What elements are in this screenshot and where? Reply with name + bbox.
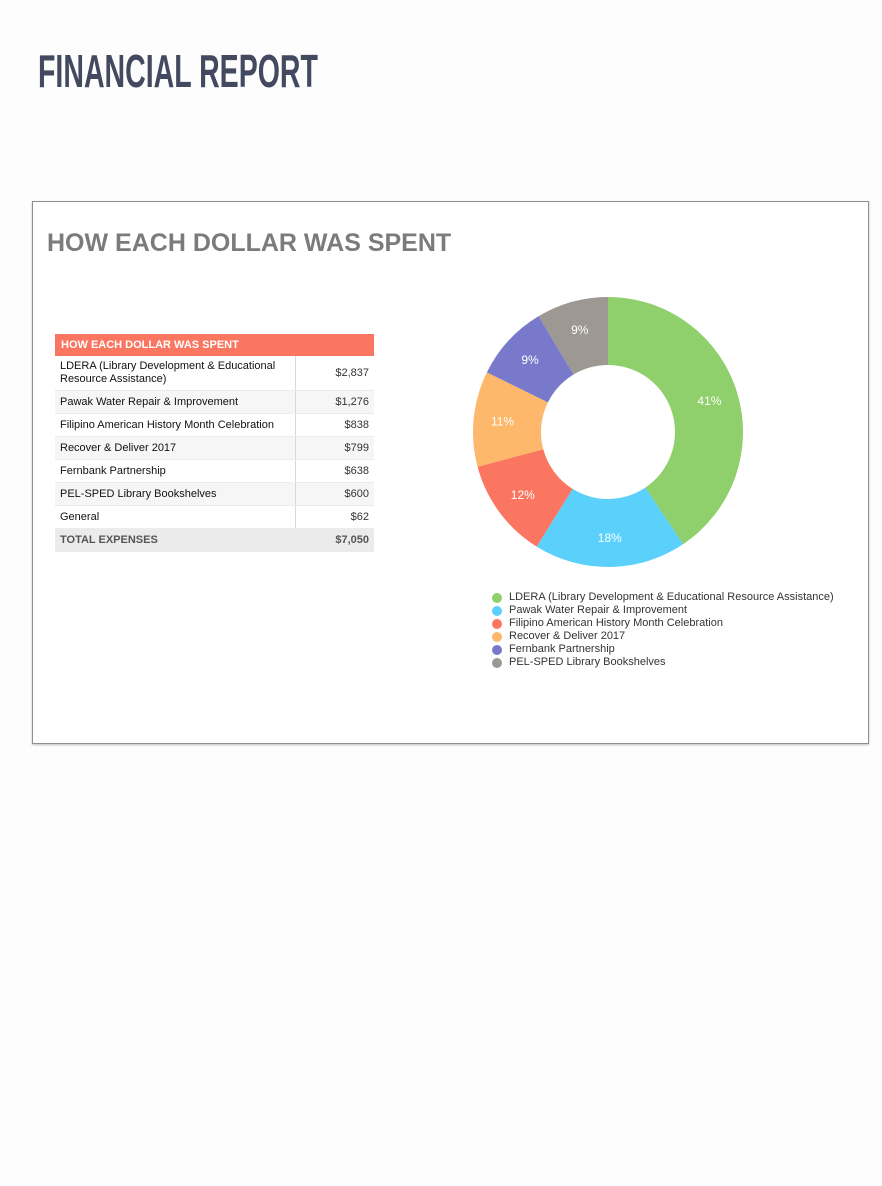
row-label: Pawak Water Repair & Improvement [55, 390, 296, 414]
row-label: Recover & Deliver 2017 [55, 436, 296, 460]
spending-card: HOW EACH DOLLAR WAS SPENT HOW EACH DOLLA… [32, 201, 869, 744]
row-amount: $1,276 [295, 390, 374, 414]
legend-item: PEL-SPED Library Bookshelves [492, 656, 834, 669]
table-header: HOW EACH DOLLAR WAS SPENT [55, 334, 374, 356]
legend-swatch [492, 631, 502, 642]
legend-label: LDERA (Library Development & Educational… [509, 591, 834, 603]
slice-label: 41% [697, 394, 721, 408]
donut-slice [486, 316, 574, 403]
donut-slice [473, 372, 548, 467]
legend-label: Filipino American History Month Celebrat… [509, 617, 723, 629]
legend-swatch [492, 618, 502, 629]
row-amount: $799 [295, 436, 374, 460]
legend-label: Pawak Water Repair & Improvement [509, 604, 688, 616]
legend-swatch [492, 592, 502, 603]
legend-label: PEL-SPED Library Bookshelves [509, 656, 666, 668]
row-label: Fernbank Partnership [55, 459, 296, 483]
donut-slice [538, 297, 608, 375]
legend-swatch [492, 605, 502, 616]
legend-item: LDERA (Library Development & Educational… [492, 591, 834, 604]
table-row: General $62 [55, 505, 374, 529]
slice-label: 11% [491, 415, 514, 429]
table-header-row: HOW EACH DOLLAR WAS SPENT [55, 334, 374, 356]
row-amount: $638 [295, 459, 374, 483]
row-amount: $62 [295, 505, 374, 529]
total-amount: $7,050 [295, 528, 374, 552]
legend-label: Recover & Deliver 2017 [509, 630, 626, 642]
legend-swatch [492, 657, 502, 668]
card-title: HOW EACH DOLLAR WAS SPENT [47, 229, 452, 257]
table-row: Recover & Deliver 2017 $799 [55, 436, 374, 460]
donut-slice [477, 449, 573, 547]
legend-item: Pawak Water Repair & Improvement [492, 604, 834, 617]
legend-item: Fernbank Partnership [492, 643, 834, 656]
page-title: FINANCIAL REPORT [38, 45, 318, 97]
donut-slice [536, 487, 684, 567]
table-row: LDERA (Library Development & Educational… [55, 356, 374, 391]
row-label: General [55, 505, 296, 529]
donut-slice [608, 297, 743, 545]
row-amount: $2,837 [295, 356, 374, 391]
legend-swatch [492, 644, 502, 655]
spending-table: HOW EACH DOLLAR WAS SPENT LDERA (Library… [55, 334, 374, 552]
slice-label: 9% [571, 323, 589, 337]
donut-chart: 41% 18% 12% 11% 9% 9% [473, 297, 743, 567]
table-total-row: TOTAL EXPENSES $7,050 [55, 528, 374, 552]
table-row: PEL-SPED Library Bookshelves $600 [55, 482, 374, 506]
row-label: Filipino American History Month Celebrat… [55, 413, 296, 437]
table-row: Fernbank Partnership $638 [55, 459, 374, 483]
slice-label: 12% [511, 488, 535, 502]
row-amount: $600 [295, 482, 374, 506]
row-label: PEL-SPED Library Bookshelves [55, 482, 296, 506]
row-label: LDERA (Library Development & Educational… [55, 356, 296, 391]
chart-legend: LDERA (Library Development & Educational… [492, 591, 834, 669]
slice-label: 18% [598, 531, 622, 545]
table-row: Pawak Water Repair & Improvement $1,276 [55, 390, 374, 414]
row-amount: $838 [295, 413, 374, 437]
total-label: TOTAL EXPENSES [55, 528, 296, 552]
slice-label: 9% [521, 353, 539, 367]
legend-item: Recover & Deliver 2017 [492, 630, 834, 643]
legend-label: Fernbank Partnership [509, 643, 615, 655]
legend-item: Filipino American History Month Celebrat… [492, 617, 834, 630]
table-row: Filipino American History Month Celebrat… [55, 413, 374, 437]
